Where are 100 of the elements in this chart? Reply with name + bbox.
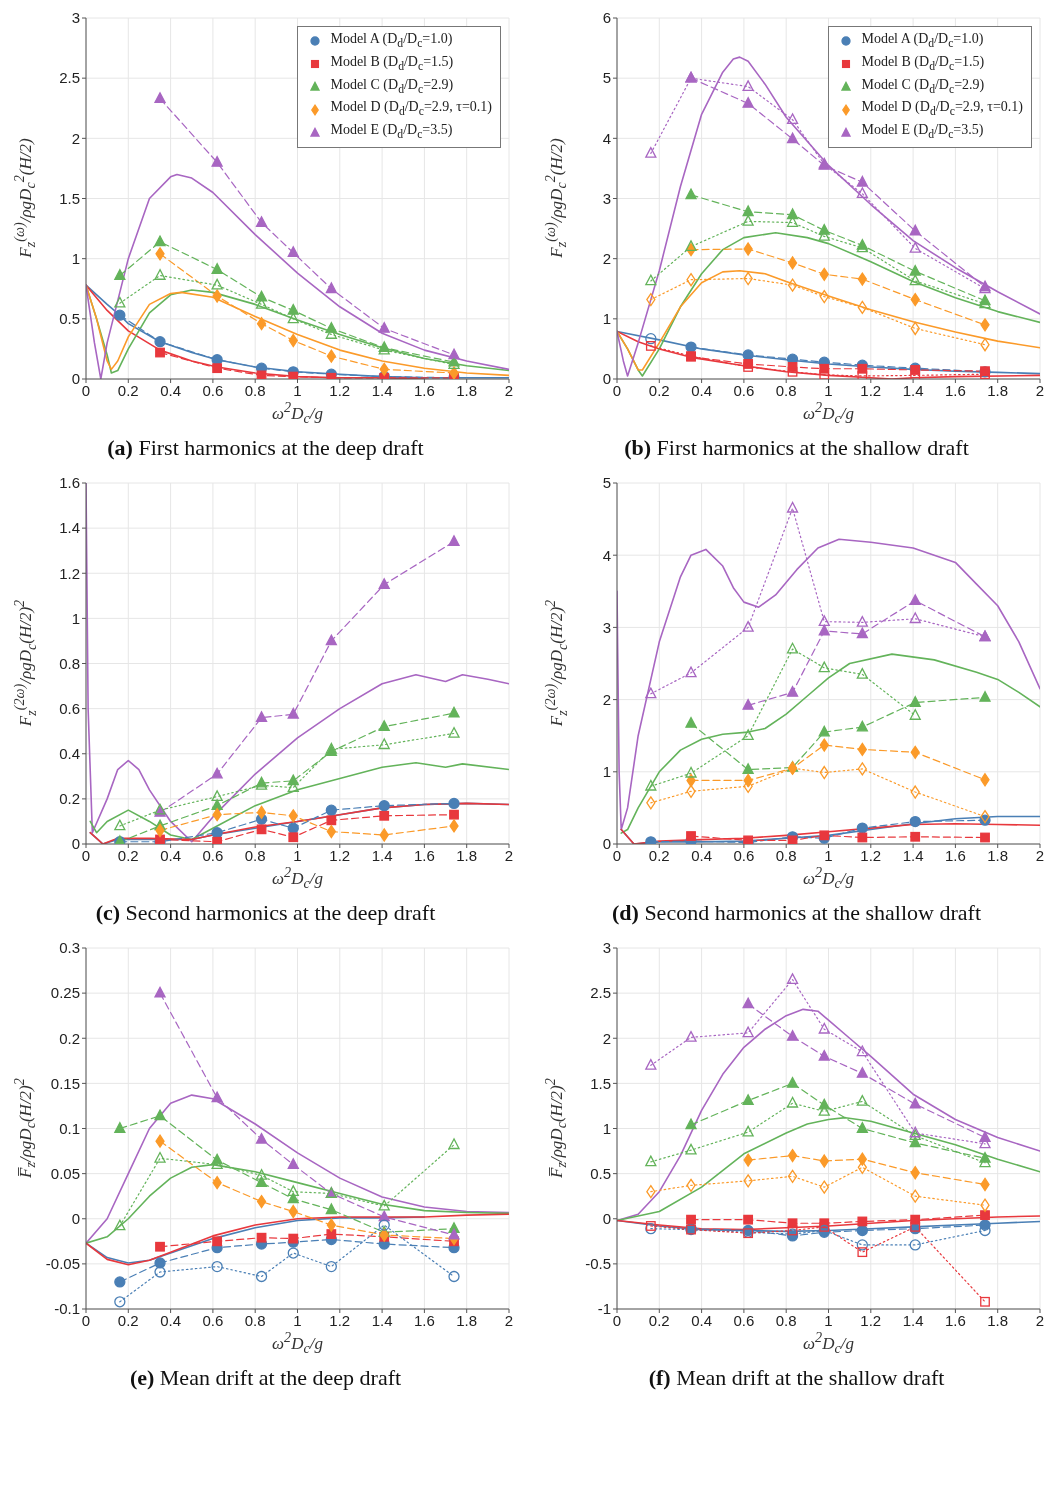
y-tick-label: 0.15 (50, 1074, 80, 1092)
x-axis-title: ω$^{2}$D$_{c}$/g (272, 398, 323, 426)
y-tick-label: 0 (602, 1210, 611, 1228)
x-tick-label: 2 (1035, 846, 1045, 864)
x-axis-title: ω$^{2}$D$_{c}$/g (803, 1328, 854, 1356)
y-tick-label: 1.5 (590, 1074, 611, 1092)
x-tick-label: 1.2 (329, 846, 351, 864)
y-tick-label: 0.05 (50, 1164, 80, 1182)
x-tick-label: 2 (1035, 381, 1045, 399)
y-tick-label: -0.05 (45, 1255, 80, 1273)
y-tick-label: 0.3 (59, 939, 80, 957)
x-tick-label: 1.8 (987, 1311, 1009, 1329)
x-tick-label: 1 (824, 846, 833, 864)
x-tick-label: 1.4 (902, 846, 924, 864)
legend-label: Model D (D$_{d}$/D$_{c}$=2.9, τ=0.1) (330, 98, 492, 121)
y-tick-label: 1 (602, 310, 611, 328)
text: (b) First harmonics at the shallow draft (623, 435, 970, 461)
x-tick-label: 1.2 (860, 1311, 882, 1329)
y-tick-label: 6 (602, 9, 611, 27)
x-axis-title: ω$^{2}$D$_{c}$/g (272, 863, 323, 891)
x-tick-label: 1.2 (329, 1311, 351, 1329)
y-tick-label: 0.6 (59, 699, 80, 717)
y-tick-label: -0.1 (54, 1300, 80, 1318)
x-tick-label: 0.8 (775, 381, 797, 399)
x-tick-label: 0.2 (648, 846, 670, 864)
x-tick-label: 0.4 (160, 1311, 182, 1329)
x-tick-label: 0.4 (160, 381, 182, 399)
y-tick-label: 1.5 (59, 189, 80, 207)
y-tick-label: 1 (71, 249, 80, 267)
y-tick-label: 1 (602, 1119, 611, 1137)
x-tick-label: 0.4 (691, 381, 713, 399)
x-axis-title: ω$^{2}$D$_{c}$/g (803, 863, 854, 891)
y-tick-label: 3 (602, 939, 611, 957)
x-tick-label: 1 (293, 1311, 302, 1329)
x-tick-label: 0.8 (775, 1311, 797, 1329)
y-tick-label: 0.2 (59, 790, 80, 808)
x-tick-label: 0.4 (691, 1311, 713, 1329)
x-tick-label: 0.6 (733, 846, 755, 864)
legend-label: Model A (D$_{d}$/D$_{c}$=1.0) (330, 30, 453, 52)
x-tick-label: 1.4 (902, 381, 924, 399)
x-axis-title: ω$^{2}$D$_{c}$/g (272, 1328, 323, 1356)
x-tick-label: 1 (293, 381, 302, 399)
y-tick-label: 1.6 (59, 474, 80, 492)
y-tick-label: 1 (602, 763, 611, 781)
x-tick-label: 1 (293, 846, 302, 864)
x-tick-label: 1.2 (860, 381, 882, 399)
text: (c) Second harmonics at the deep draft (94, 900, 437, 926)
legend-label: Model D (D$_{d}$/D$_{c}$=2.9, τ=0.1) (861, 98, 1023, 121)
x-tick-label: 1.6 (944, 1311, 966, 1329)
y-tick-label: 5 (602, 474, 611, 492)
x-tick-label: 0.2 (648, 1311, 670, 1329)
y-tick-label: 1.4 (59, 519, 80, 537)
x-tick-label: 1.6 (413, 846, 435, 864)
x-tick-label: 1.6 (413, 381, 435, 399)
x-tick-label: 0.4 (160, 846, 182, 864)
x-tick-label: 1.4 (371, 846, 393, 864)
y-tick-label: 0.1 (59, 1119, 80, 1137)
x-tick-label: 1.6 (944, 846, 966, 864)
x-tick-label: 2 (504, 381, 514, 399)
x-tick-label: 0.8 (244, 381, 266, 399)
y-tick-label: 3 (71, 9, 80, 27)
x-tick-label: 1.2 (860, 846, 882, 864)
x-tick-label: 0.2 (117, 1311, 139, 1329)
text: (a) First harmonics at the deep draft (106, 435, 425, 461)
y-tick-label: 1.2 (59, 564, 80, 582)
y-tick-label: 2 (602, 1029, 611, 1047)
y-tick-label: 0.8 (59, 654, 80, 672)
y-tick-label: 4 (602, 546, 611, 564)
x-tick-label: 0.2 (117, 381, 139, 399)
legend-label: Model B (D$_{d}$/D$_{c}$=1.5) (861, 52, 985, 75)
y-tick-label: 0 (71, 370, 80, 388)
x-tick-label: 0.6 (733, 381, 755, 399)
y-tick-label: 2.5 (59, 69, 80, 87)
x-tick-label: 1.2 (329, 381, 351, 399)
legend-label: Model A (D$_{d}$/D$_{c}$=1.0) (861, 30, 984, 52)
text: (e) Mean drift at the deep draft (128, 1365, 403, 1391)
y-tick-label: 0 (602, 835, 611, 853)
y-tick-label: 3 (602, 189, 611, 207)
y-tick-label: 0 (71, 1210, 80, 1228)
x-tick-label: 1 (824, 381, 833, 399)
x-tick-label: 1.4 (902, 1311, 924, 1329)
x-tick-label: 0.2 (117, 846, 139, 864)
y-tick-label: 4 (602, 129, 611, 147)
y-tick-label: 2 (71, 129, 80, 147)
y-tick-label: 2 (602, 249, 611, 267)
y-tick-label: 0 (602, 370, 611, 388)
y-tick-label: -0.5 (585, 1255, 611, 1273)
x-tick-label: 0.8 (775, 846, 797, 864)
y-tick-label: 0.25 (50, 984, 80, 1002)
x-tick-label: 1.8 (456, 381, 478, 399)
y-tick-label: 1 (71, 609, 80, 627)
x-tick-label: 0.8 (244, 846, 266, 864)
y-tick-label: 0.4 (59, 745, 80, 763)
x-tick-label: 1.6 (944, 381, 966, 399)
x-tick-label: 1 (824, 1311, 833, 1329)
x-tick-label: 1.4 (371, 1311, 393, 1329)
x-tick-label: 0.6 (202, 1311, 224, 1329)
x-tick-label: 0.4 (691, 846, 713, 864)
legend-label: Model E (D$_{d}$/D$_{c}$=3.5) (861, 121, 984, 143)
x-tick-label: 1.8 (987, 846, 1009, 864)
